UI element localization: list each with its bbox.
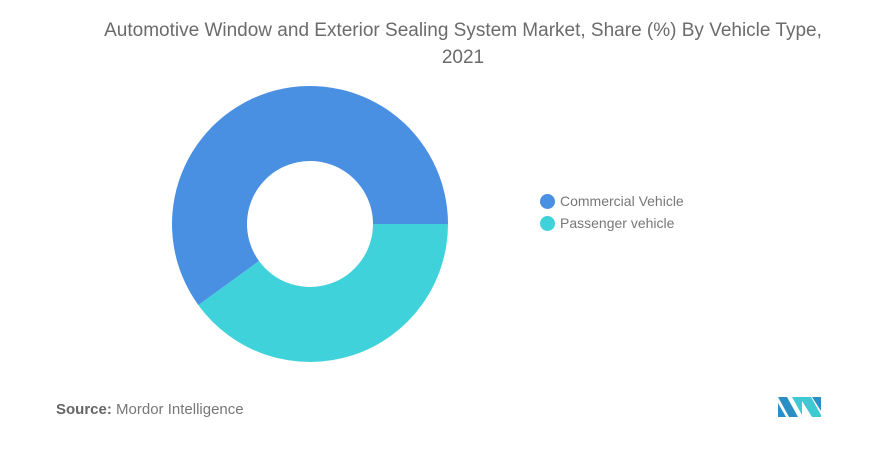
legend-label: Passenger vehicle xyxy=(560,215,675,231)
legend-label: Commercial Vehicle xyxy=(560,193,684,209)
mordor-intelligence-logo xyxy=(778,397,821,417)
legend-swatch xyxy=(540,215,555,231)
legend-item-passenger[interactable]: Passenger vehicle xyxy=(540,212,684,234)
legend: Commercial Vehicle Passenger vehicle xyxy=(540,190,684,234)
source-note: Source: Mordor Intelligence xyxy=(56,401,244,418)
donut-slice-commercial-vehicle[interactable] xyxy=(172,86,448,306)
chart-title: Automotive Window and Exterior Sealing S… xyxy=(104,20,822,68)
legend-swatch xyxy=(540,193,555,209)
donut-slice-passenger-vehicle[interactable] xyxy=(198,224,448,363)
source-label: Source: xyxy=(56,401,112,418)
source-text: Mordor Intelligence xyxy=(116,401,244,418)
legend-item-commercial[interactable]: Commercial Vehicle xyxy=(540,190,684,212)
